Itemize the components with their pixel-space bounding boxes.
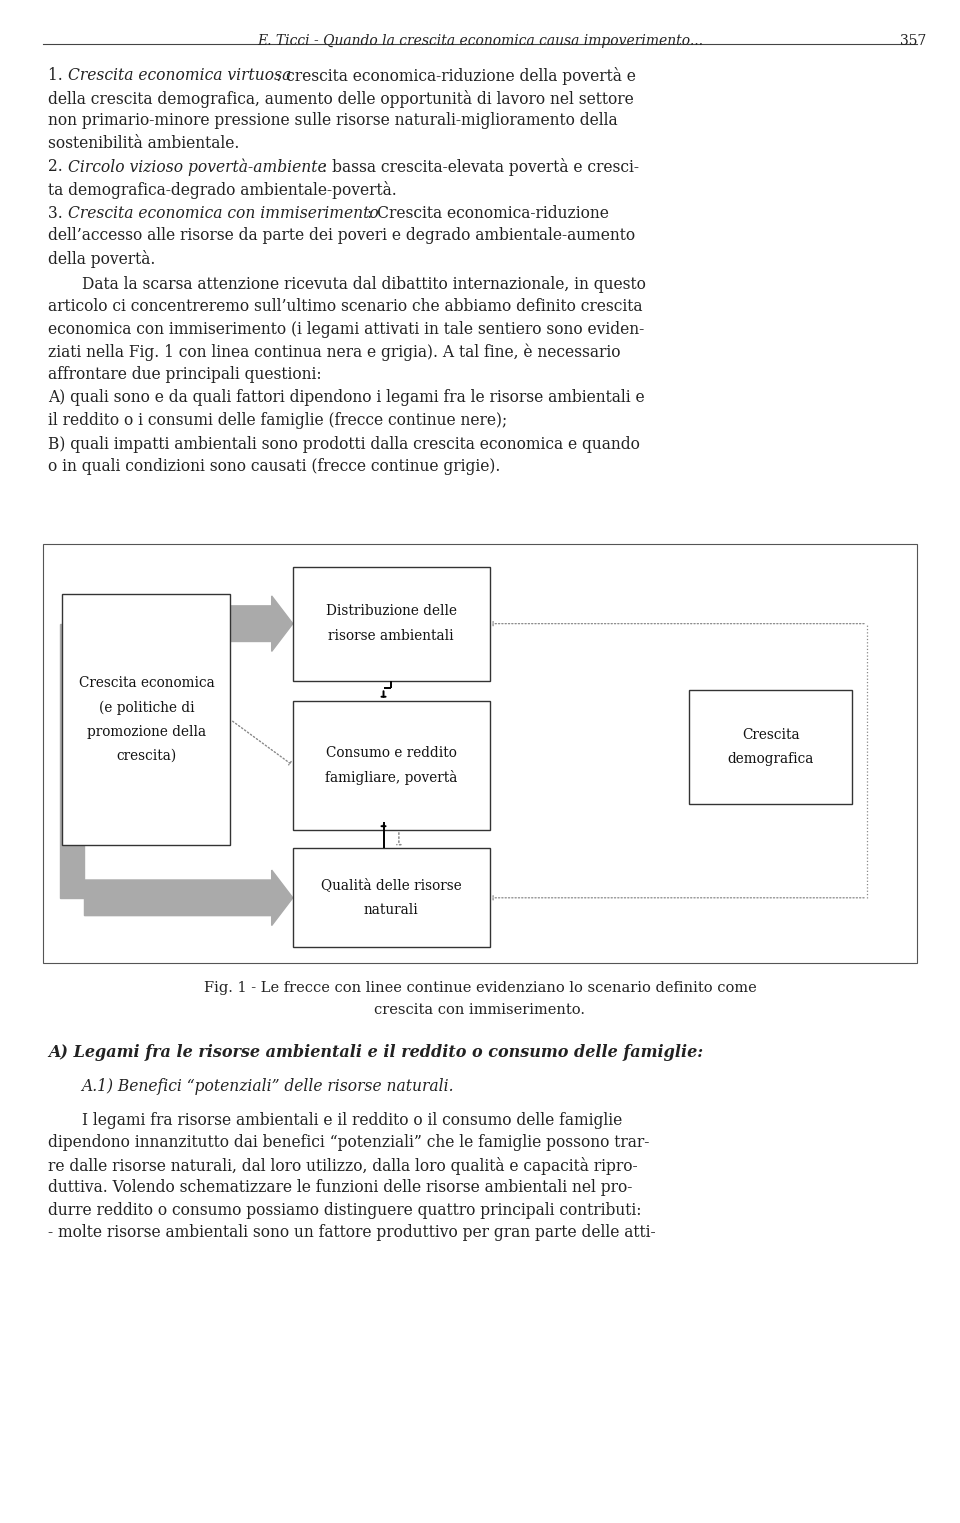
Text: non primario-minore pressione sulle risorse naturali-miglioramento della: non primario-minore pressione sulle riso… [48,113,617,129]
Bar [293,567,490,681]
Text: Circolo vizioso povertà-ambiente: Circolo vizioso povertà-ambiente [68,158,326,175]
Text: demografica: demografica [728,752,814,766]
Text: affrontare due principali questioni:: affrontare due principali questioni: [48,366,322,382]
Text: A.1) Benefici “potenziali” delle risorse naturali.: A.1) Benefici “potenziali” delle risorse… [82,1078,454,1095]
Bar [293,848,490,947]
Text: della crescita demografica, aumento delle opportunità di lavoro nel settore: della crescita demografica, aumento dell… [48,90,634,108]
Text: I legami fra risorse ambientali e il reddito o il consumo delle famiglie: I legami fra risorse ambientali e il red… [82,1112,622,1129]
Text: Fig. 1 - Le frecce con linee continue evidenziano lo scenario definito come: Fig. 1 - Le frecce con linee continue ev… [204,981,756,995]
Text: risorse ambientali: risorse ambientali [328,629,454,643]
Text: dipendono innanzitutto dai benefici “potenziali” che le famiglie possono trar-: dipendono innanzitutto dai benefici “pot… [48,1135,649,1151]
Text: 3.: 3. [48,204,66,221]
Bar [62,594,230,845]
Text: della povertà.: della povertà. [48,250,156,268]
Text: Crescita economica virtuosa: Crescita economica virtuosa [68,67,292,84]
Text: crescita): crescita) [116,749,177,763]
Bar [293,701,490,830]
FancyArrow shape [84,870,293,926]
Text: il reddito o i consumi delle famiglie (frecce continue nere);: il reddito o i consumi delle famiglie (f… [48,411,507,429]
Bar [43,544,917,963]
Text: : crescita economica-riduzione della povertà e: : crescita economica-riduzione della pov… [276,67,636,85]
Text: Crescita economica con immiserimento: Crescita economica con immiserimento [68,204,379,221]
Text: - molte risorse ambientali sono un fattore produttivo per gran parte delle atti-: - molte risorse ambientali sono un fatto… [48,1224,656,1241]
Text: Distribuzione delle: Distribuzione delle [325,605,457,618]
Text: ziati nella Fig. 1 con linea continua nera e grigia). A tal fine, è necessario: ziati nella Fig. 1 con linea continua ne… [48,343,620,361]
Text: promozione della: promozione della [86,725,206,739]
Text: famigliare, povertà: famigliare, povertà [325,771,457,784]
Text: naturali: naturali [364,903,419,917]
Text: re dalle risorse naturali, dal loro utilizzo, dalla loro qualità e capacità ripr: re dalle risorse naturali, dal loro util… [48,1156,637,1174]
Text: Crescita economica: Crescita economica [79,676,214,690]
Text: : Crescita economica-riduzione: : Crescita economica-riduzione [367,204,609,221]
Text: articolo ci concentreremo sull’ultimo scenario che abbiamo definito crescita: articolo ci concentreremo sull’ultimo sc… [48,299,642,315]
Text: sostenibilità ambientale.: sostenibilità ambientale. [48,134,239,152]
Text: durre reddito o consumo possiamo distinguere quattro principali contributi:: durre reddito o consumo possiamo disting… [48,1202,641,1218]
Text: economica con immiserimento (i legami attivati in tale sentiero sono eviden-: economica con immiserimento (i legami at… [48,321,644,338]
Text: crescita con immiserimento.: crescita con immiserimento. [374,1004,586,1017]
Text: o in quali condizioni sono causati (frecce continue grigie).: o in quali condizioni sono causati (frec… [48,458,500,475]
Text: Qualità delle risorse: Qualità delle risorse [321,879,462,892]
Bar [689,690,852,804]
Text: Consumo e reddito: Consumo e reddito [325,746,457,760]
Text: duttiva. Volendo schematizzare le funzioni delle risorse ambientali nel pro-: duttiva. Volendo schematizzare le funzio… [48,1179,633,1196]
Text: A) quali sono e da quali fattori dipendono i legami fra le risorse ambientali e: A) quali sono e da quali fattori dipendo… [48,390,644,407]
Text: Crescita: Crescita [742,728,800,742]
Bar [60,624,84,899]
Text: E. Ticci - Quando la crescita economica causa impoverimento...: E. Ticci - Quando la crescita economica … [257,34,703,47]
Text: A) Legami fra le risorse ambientali e il reddito o consumo delle famiglie:: A) Legami fra le risorse ambientali e il… [48,1043,703,1062]
Text: : bassa crescita-elevata povertà e cresci-: : bassa crescita-elevata povertà e cresc… [322,158,638,177]
Text: Data la scarsa attenzione ricevuta dal dibattito internazionale, in questo: Data la scarsa attenzione ricevuta dal d… [82,276,645,292]
Text: 2.: 2. [48,158,66,175]
FancyArrow shape [84,595,293,652]
Text: 1.: 1. [48,67,66,84]
Text: ta demografica-degrado ambientale-povertà.: ta demografica-degrado ambientale-povert… [48,181,396,200]
Text: 357: 357 [900,34,926,47]
Text: B) quali impatti ambientali sono prodotti dalla crescita economica e quando: B) quali impatti ambientali sono prodott… [48,436,640,452]
Text: dell’accesso alle risorse da parte dei poveri e degrado ambientale-aumento: dell’accesso alle risorse da parte dei p… [48,227,636,244]
Text: (e politiche di: (e politiche di [99,701,194,714]
